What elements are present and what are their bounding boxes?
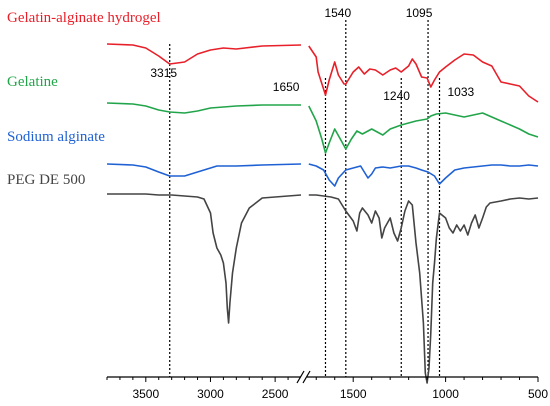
series-label: Gelatine (7, 74, 58, 90)
peak-label: 3315 (150, 66, 177, 80)
axis-break-mark-2 (302, 370, 311, 384)
annotation-labels: 3315 1650 1540 1240 1095 1033 (150, 6, 474, 103)
reference-lines (169, 20, 441, 377)
series-line-1-left (106, 102, 301, 114)
peak-label: 1240 (383, 89, 410, 103)
series-line-1-right (308, 105, 539, 154)
series-line-3-left (107, 193, 302, 324)
series-line-2-left (106, 163, 302, 177)
axis-break-mark-1 (296, 370, 305, 384)
series-labels: Gelatin-alginate hydrogel Gelatine Sodium … (7, 10, 161, 188)
series-label: PEG DE 500 (7, 172, 85, 188)
series-line-2-right (308, 163, 539, 187)
series-line-0-left (106, 43, 302, 65)
peak-label: 1650 (273, 80, 300, 94)
series-layer (106, 43, 539, 384)
peak-label: 1095 (406, 6, 433, 20)
series-line-0-right (308, 45, 539, 103)
x-tick-label: 3000 (197, 387, 224, 401)
x-axis (107, 370, 538, 384)
x-ticks: 3500 3000 2500 1500 1000 500 (106, 377, 548, 401)
peak-label: 1033 (448, 85, 475, 99)
series-label: Sodium alginate (7, 129, 105, 145)
peak-label: 1540 (324, 6, 351, 20)
x-tick-label: 500 (528, 387, 548, 401)
series-label: Gelatin-alginate hydrogel (7, 10, 161, 26)
x-tick-label: 2500 (262, 387, 289, 401)
series-line-3-right (308, 194, 539, 384)
x-tick-label: 1500 (340, 387, 367, 401)
x-tick-label: 3500 (132, 387, 159, 401)
x-tick-label: 1000 (432, 387, 459, 401)
